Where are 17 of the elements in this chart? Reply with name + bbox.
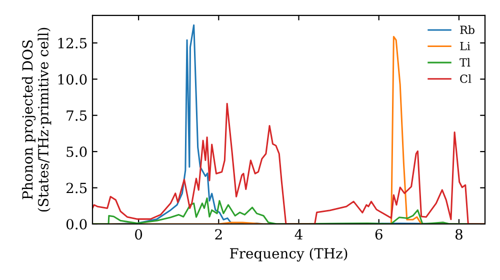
y-tick-label: 5.0	[66, 146, 87, 158]
x-tick-label: 2	[215, 229, 222, 240]
x-tick-label: 0	[135, 229, 142, 240]
y-tick-label: 0.0	[66, 218, 87, 230]
x-tick-label: 8	[455, 229, 462, 240]
legend-label: Cl	[460, 74, 472, 83]
y-axis-title: Phonon projected DOS (States/THz·primitive cell)	[22, 28, 52, 212]
y-tick-label: 12.5	[58, 38, 87, 48]
legend-label: Li	[460, 42, 470, 50]
legend-label: Rb	[460, 25, 474, 34]
x-tick-label: 6	[375, 229, 382, 240]
y-tick-label: 10.0	[58, 74, 87, 85]
legend-label: Tl	[460, 58, 470, 66]
x-axis-title: Frequency (THz)	[230, 248, 348, 262]
x-tick-label: 4	[294, 229, 302, 240]
y-tick-label: 7.5	[66, 110, 87, 121]
y-tick-label: 2.5	[66, 182, 87, 194]
